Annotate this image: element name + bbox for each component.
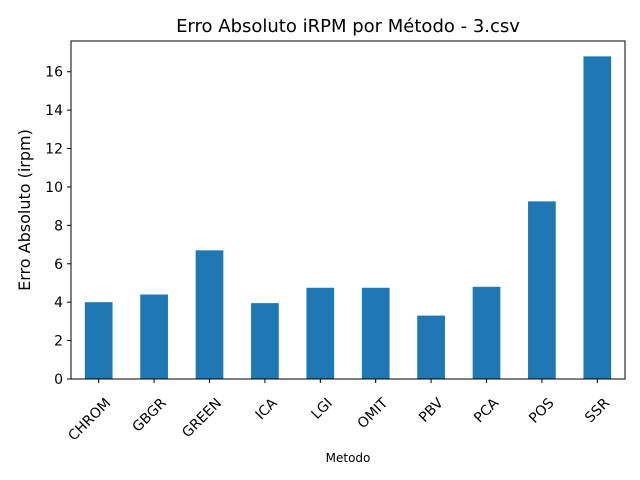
x-tick-label-green: GREEN <box>179 395 225 441</box>
bar-chrom <box>84 302 113 379</box>
x-ticks: CHROM GBGR GREEN ICA LGI OMIT PBV PCA POS SSR <box>65 379 613 444</box>
x-axis-label: Metodo <box>326 451 371 465</box>
y-tick-label: 14 <box>45 103 63 119</box>
chart-title: Erro Absoluto iRPM por Método - 3.csv <box>176 16 520 37</box>
x-tick-label-omit: OMIT <box>355 395 392 432</box>
x-tick-label-pbv: PBV <box>416 395 447 426</box>
bar-lgi <box>306 287 335 379</box>
x-tick-label-lgi: LGI <box>308 395 335 422</box>
bar-pbv <box>417 315 445 379</box>
bar-green <box>195 250 224 379</box>
y-tick-label: 4 <box>54 295 63 311</box>
x-tick-label-pca: PCA <box>471 395 502 426</box>
y-axis-label: Erro Absoluto (irpm) <box>15 129 34 291</box>
bar-ica <box>251 303 279 379</box>
y-tick-label: 0 <box>54 372 63 388</box>
x-tick-label-gbgr: GBGR <box>130 395 170 435</box>
bar-gbgr <box>140 294 168 379</box>
y-tick-label: 6 <box>54 257 63 273</box>
bar-pca <box>472 286 501 379</box>
y-tick-label: 10 <box>45 180 63 196</box>
y-tick-label: 8 <box>54 218 63 234</box>
bar-omit <box>361 287 390 379</box>
y-ticks: 0 2 4 6 8 10 12 14 16 <box>45 65 71 388</box>
x-tick-label-ssr: SSR <box>582 395 613 426</box>
x-tick-label-pos: POS <box>526 395 557 426</box>
bars-layer <box>84 56 612 379</box>
axes-frame <box>70 40 626 380</box>
bar-ssr <box>583 56 612 379</box>
y-tick-label: 16 <box>45 65 63 81</box>
x-tick-label-chrom: CHROM <box>65 395 114 444</box>
y-tick-label: 2 <box>54 334 63 350</box>
x-tick-label-ica: ICA <box>253 395 281 423</box>
y-tick-label: 12 <box>45 142 63 158</box>
bar-pos <box>528 201 556 379</box>
